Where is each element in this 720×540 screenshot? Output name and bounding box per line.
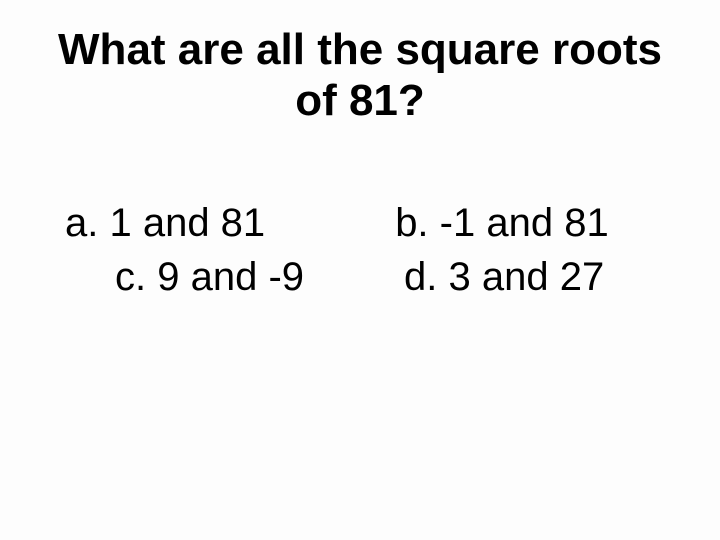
slide-container: What are all the square roots of 81? a. … <box>0 0 720 540</box>
option-b: b. -1 and 81 <box>395 196 609 250</box>
option-d: d. 3 and 27 <box>404 250 604 304</box>
options-container: a. 1 and 81 b. -1 and 81 c. 9 and -9 d. … <box>40 196 680 304</box>
options-row-2: c. 9 and -9 d. 3 and 27 <box>40 250 680 304</box>
question-text: What are all the square roots of 81? <box>40 25 680 126</box>
option-c: c. 9 and -9 <box>115 250 304 304</box>
option-a: a. 1 and 81 <box>65 196 265 250</box>
options-row-1: a. 1 and 81 b. -1 and 81 <box>40 196 680 250</box>
